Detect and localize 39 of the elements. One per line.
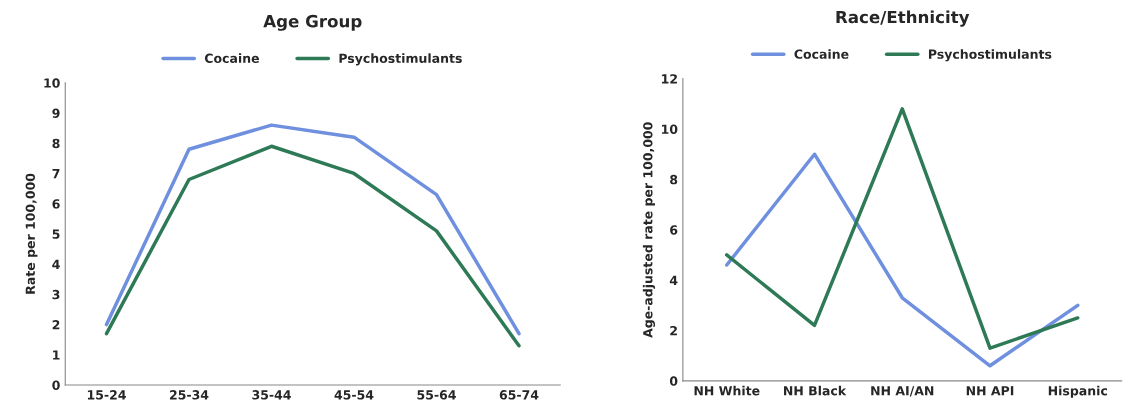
y-tick-label: 8 xyxy=(52,138,60,149)
y-tick-label: 10 xyxy=(44,78,60,88)
x-tick-label: 35-44 xyxy=(252,390,291,400)
y-tick-label: 3 xyxy=(52,289,60,300)
y-axis-title: Age-adjusted rate per 100,000 xyxy=(642,122,656,338)
y-tick-label: 8 xyxy=(670,174,678,185)
chart-title: Race/Ethnicity xyxy=(836,10,970,27)
legend-label: Psychostimulants xyxy=(339,53,462,66)
x-tick-label: NH AI/AN xyxy=(871,386,934,397)
y-tick-label: 4 xyxy=(52,259,60,269)
line-series xyxy=(725,152,1080,368)
legend-label: Psychostimulants xyxy=(928,49,1052,62)
x-tick-label: Hispanic xyxy=(1048,385,1107,398)
legend-label: Cocaine xyxy=(204,53,259,63)
x-tick-label: NH Black xyxy=(784,385,847,396)
line-series xyxy=(725,107,1080,350)
y-tick-label: 6 xyxy=(670,225,678,235)
y-tick-label: 7 xyxy=(52,169,60,179)
y-tick-label: 5 xyxy=(52,229,60,239)
y-axis-title: Rate per 100,000 xyxy=(25,173,38,294)
x-tick-label: 25-34 xyxy=(170,390,209,400)
chart-title: Age Group xyxy=(263,14,362,31)
y-tick-label: 9 xyxy=(52,108,60,118)
y-tick-label: 1 xyxy=(53,350,60,360)
y-tick-label: 6 xyxy=(52,199,60,209)
y-tick-label: 12 xyxy=(662,74,677,84)
y-tick-label: 0 xyxy=(669,376,678,386)
x-tick-label: 65-74 xyxy=(499,390,539,400)
x-tick-label: NH API xyxy=(966,386,1014,396)
legend-label: Cocaine xyxy=(794,49,849,59)
x-tick-label: 15-24 xyxy=(87,390,126,400)
x-tick-label: 55-64 xyxy=(417,390,456,400)
y-tick-label: 0 xyxy=(52,380,60,390)
y-tick-label: 2 xyxy=(670,325,677,336)
y-tick-label: 4 xyxy=(669,275,678,285)
x-tick-label: 45-54 xyxy=(334,390,374,400)
x-tick-label: NH White xyxy=(694,385,760,396)
y-tick-label: 10 xyxy=(662,124,678,134)
y-tick-label: 2 xyxy=(52,320,60,330)
